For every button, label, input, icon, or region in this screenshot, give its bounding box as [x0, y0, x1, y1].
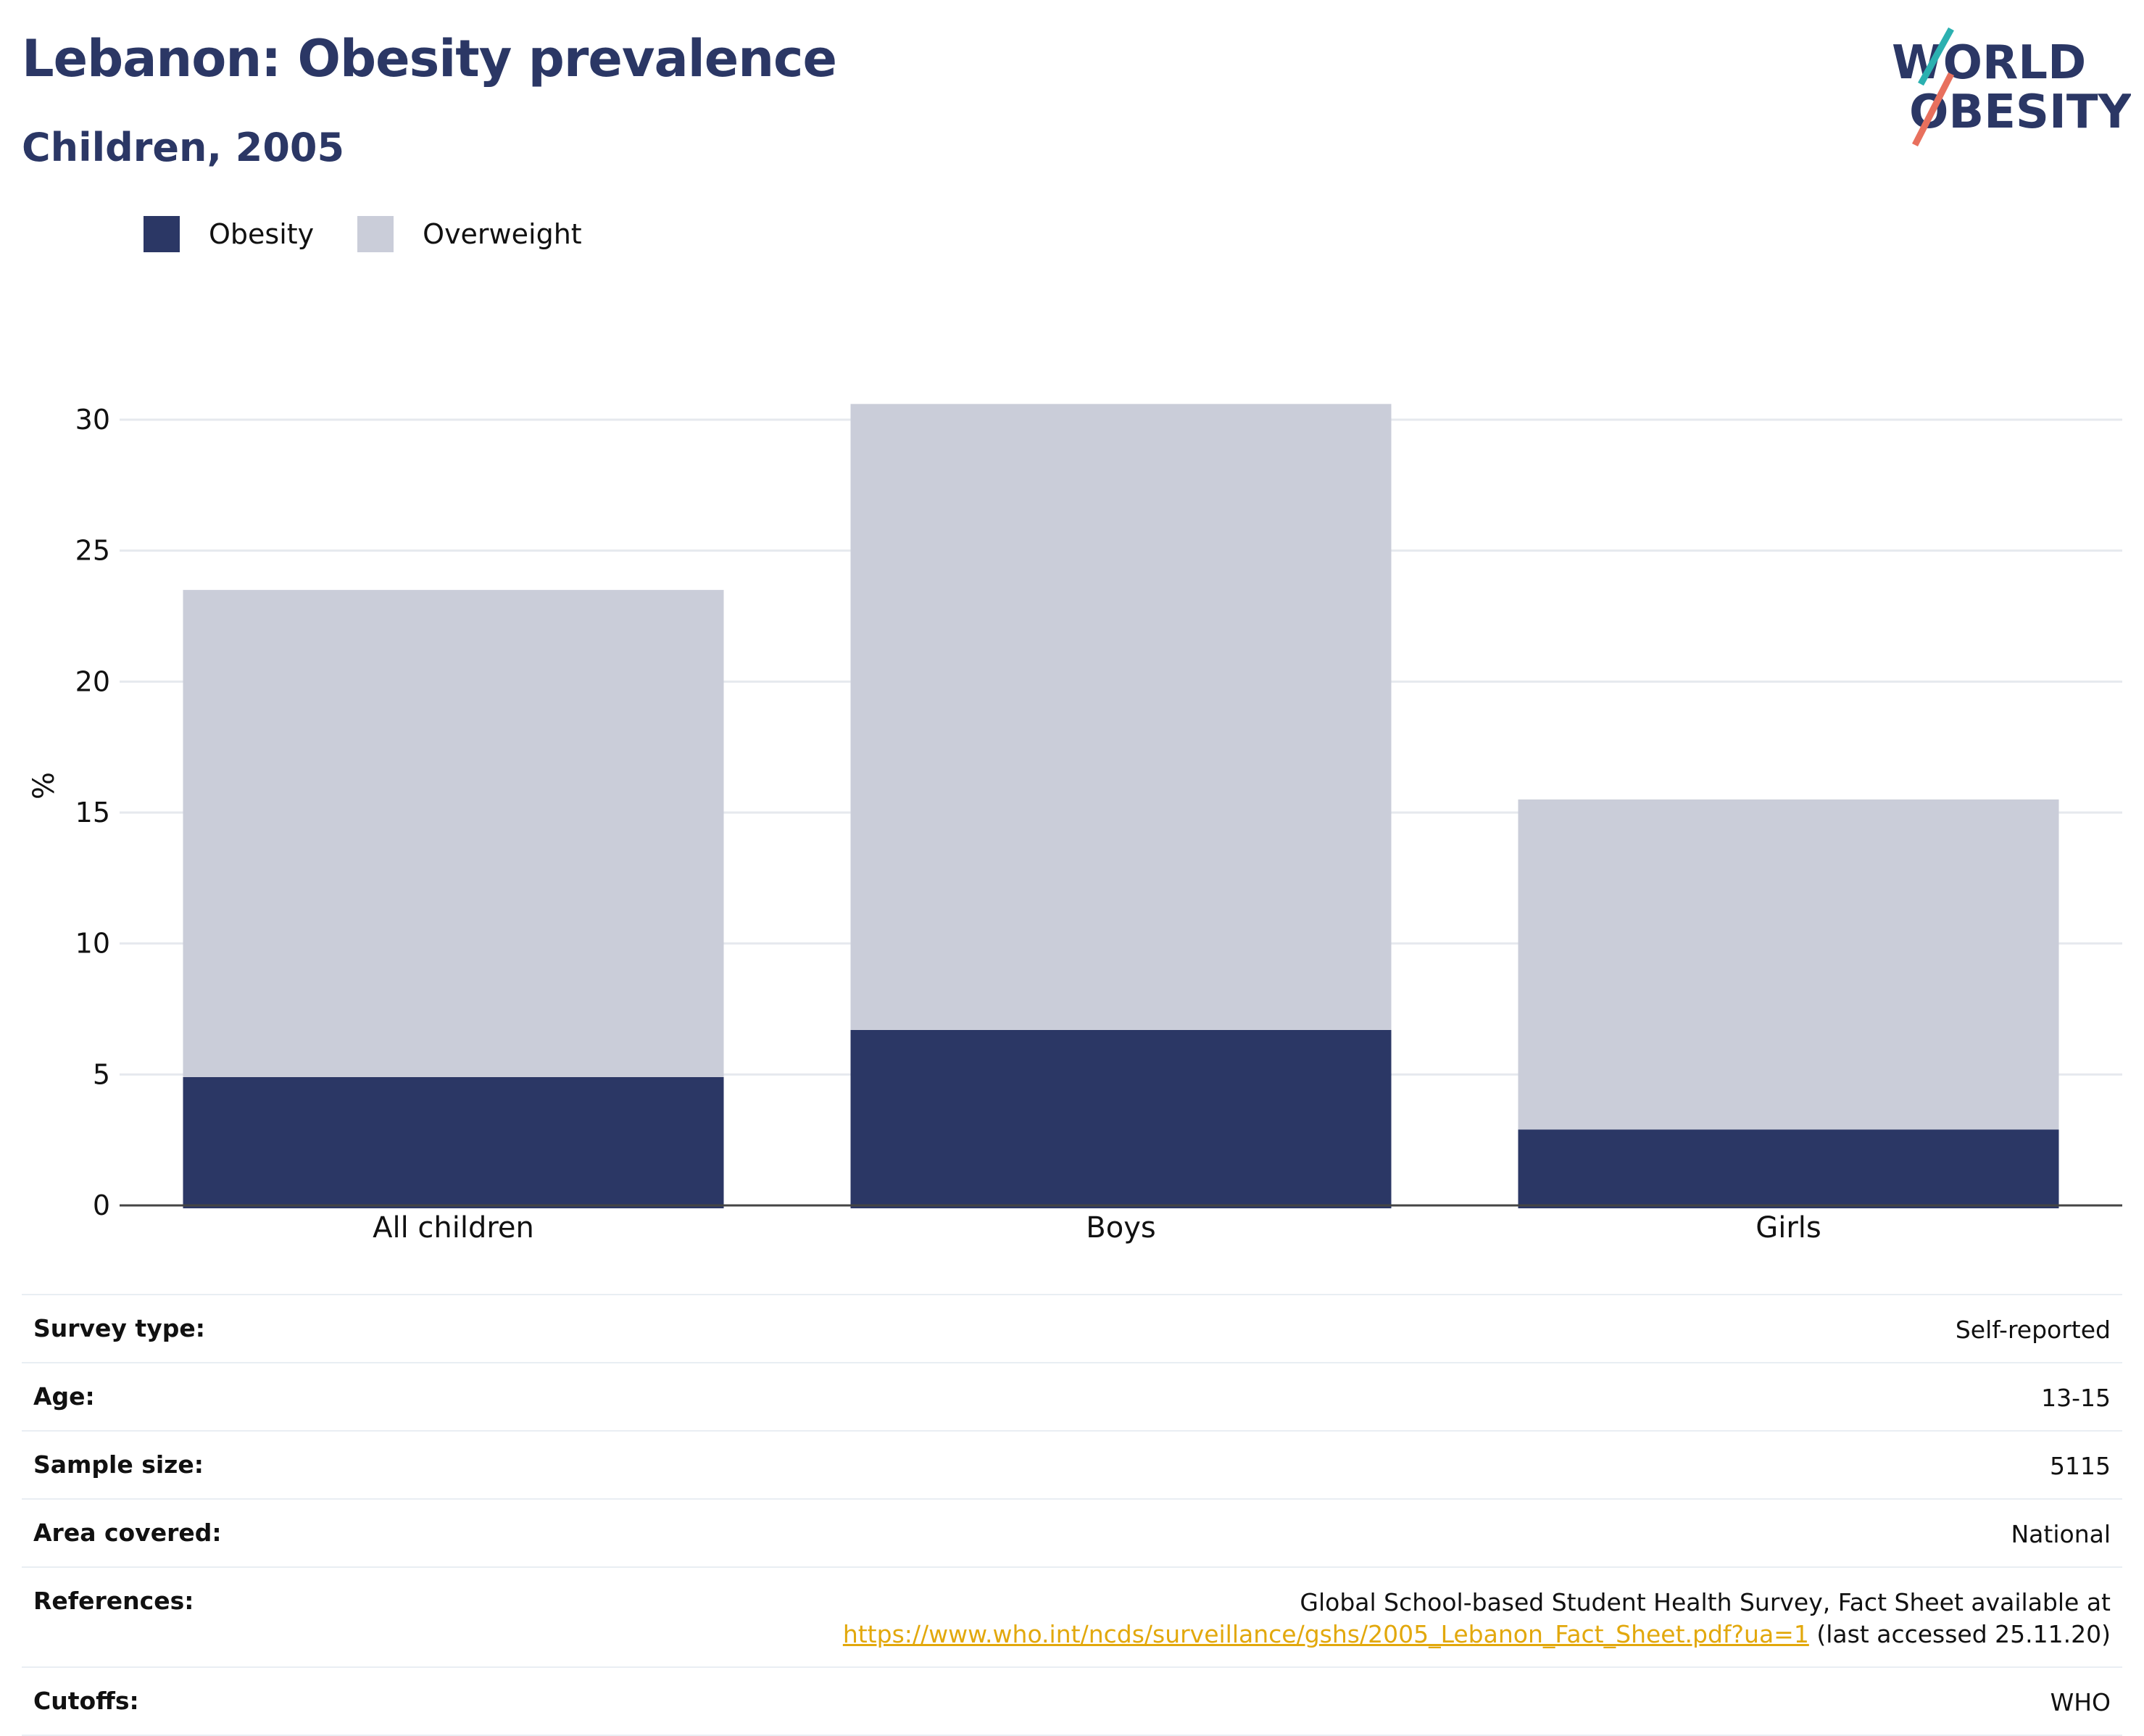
chart-subtitle: Children, 2005	[22, 125, 345, 170]
y-tick-label: 0	[93, 1189, 110, 1221]
info-key: Survey type:	[33, 1314, 205, 1342]
info-row-sample-size: Sample size: 5115	[22, 1430, 2122, 1498]
info-key: Area covered:	[33, 1519, 222, 1547]
bar-overweight	[1518, 799, 2059, 1130]
stacked-bar-chart: 0 5 10 15 20 25 30% All children Boys Girls	[28, 404, 2122, 1245]
info-value: National	[2011, 1520, 2111, 1548]
logo-coral-slash	[1911, 72, 1955, 147]
info-key: Cutoffs:	[33, 1687, 139, 1715]
info-row-cutoffs: Cutoffs: WHO	[22, 1666, 2122, 1736]
x-tick-label: All children	[373, 1211, 534, 1245]
y-tick-label: 10	[75, 928, 110, 960]
y-tick-label: 30	[75, 404, 110, 436]
x-tick-label: Boys	[1086, 1211, 1155, 1245]
chart-legend: Obesity Overweight	[144, 216, 626, 252]
survey-info-table: Survey type: Self-reported Age: 13-15 Sa…	[22, 1294, 2122, 1736]
world-obesity-logo: WORLD OBESITY	[1892, 27, 2131, 147]
bar-overweight	[183, 589, 724, 1077]
reference-text: Global School-based Student Health Surve…	[1300, 1588, 2111, 1616]
info-row-age: Age: 13-15	[22, 1362, 2122, 1430]
bar-obesity	[183, 1076, 724, 1208]
legend-item-overweight[interactable]: Overweight	[357, 216, 582, 252]
y-axis-label: %	[28, 772, 61, 800]
y-tick-label: 5	[93, 1058, 110, 1090]
info-key: Sample size:	[33, 1450, 204, 1479]
info-value: WHO	[2050, 1688, 2111, 1716]
legend-label-overweight: Overweight	[423, 218, 582, 250]
bar-obesity	[1518, 1129, 2059, 1208]
info-value: Global School-based Student Health Surve…	[843, 1587, 2111, 1650]
logo-teal-slash	[1918, 27, 1954, 86]
y-tick-label: 20	[75, 665, 110, 697]
info-key: Age:	[33, 1382, 95, 1411]
logo-line2: OBESITY	[1909, 86, 2131, 139]
legend-swatch-obesity	[144, 216, 180, 252]
legend-swatch-overweight	[357, 216, 394, 252]
info-key: References:	[33, 1587, 194, 1615]
chart-title: Lebanon: Obesity prevalence	[22, 29, 837, 88]
bar-overweight	[850, 404, 1392, 1030]
reference-link[interactable]: https://www.who.int/ncds/surveillance/gs…	[842, 1620, 1809, 1648]
legend-item-obesity[interactable]: Obesity	[144, 216, 314, 252]
info-row-references: References: Global School-based Student …	[22, 1566, 2122, 1666]
bar-obesity	[850, 1029, 1392, 1208]
legend-label-obesity: Obesity	[209, 218, 315, 250]
y-tick-label: 15	[75, 797, 110, 828]
info-value: 5115	[2050, 1452, 2111, 1480]
x-tick-label: Girls	[1755, 1211, 1821, 1245]
reference-accessed: (last accessed 25.11.20)	[1808, 1620, 2111, 1648]
info-row-survey-type: Survey type: Self-reported	[22, 1294, 2122, 1362]
info-value: 13-15	[2041, 1384, 2111, 1412]
info-value: Self-reported	[1955, 1316, 2111, 1344]
y-tick-label: 25	[75, 535, 110, 567]
info-row-area-covered: Area covered: National	[22, 1498, 2122, 1566]
